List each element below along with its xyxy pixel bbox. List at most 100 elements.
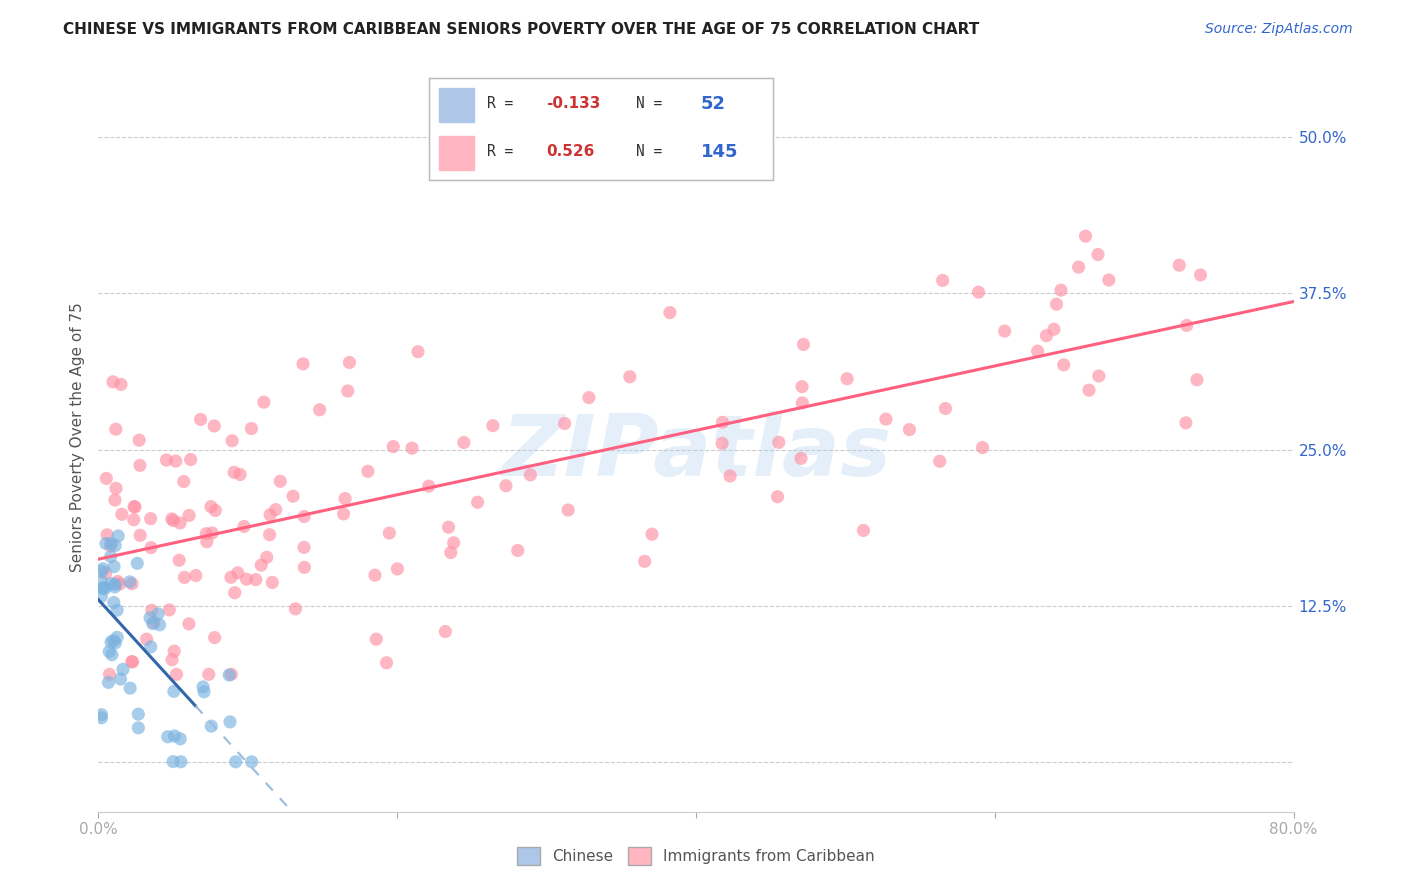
Point: [332, 507, 354, 521]
Bar: [439, 136, 474, 169]
Point: [90, 707, 112, 722]
Point: [160, 512, 183, 526]
Point: [135, 632, 157, 647]
Point: [375, 656, 398, 670]
Point: [96, 471, 118, 485]
Point: [1074, 229, 1097, 244]
Point: [163, 644, 186, 658]
Point: [118, 574, 141, 589]
Point: [898, 423, 921, 437]
Point: [105, 630, 128, 644]
Point: [718, 469, 741, 483]
Point: [711, 436, 734, 450]
Point: [875, 412, 897, 426]
Point: [100, 539, 122, 553]
Text: ZIPatlas: ZIPatlas: [501, 410, 891, 493]
Point: [173, 475, 195, 489]
Point: [281, 489, 304, 503]
Point: [994, 324, 1017, 338]
Point: [1185, 373, 1208, 387]
Point: [240, 755, 263, 769]
Point: [292, 509, 315, 524]
Point: [101, 648, 124, 662]
Point: [121, 576, 143, 591]
Point: [437, 520, 460, 534]
Legend: Chinese, Immigrants from Caribbean: Chinese, Immigrants from Caribbean: [510, 840, 882, 871]
Point: [104, 422, 127, 436]
Point: [169, 516, 191, 530]
Point: [108, 577, 131, 591]
Point: [141, 603, 163, 617]
Point: [1035, 328, 1057, 343]
Point: [128, 433, 150, 447]
Point: [177, 508, 200, 523]
Point: [127, 707, 149, 722]
Point: [139, 541, 162, 555]
Point: [253, 395, 276, 409]
Point: [387, 562, 409, 576]
Point: [634, 554, 657, 568]
Point: [139, 640, 162, 654]
Point: [658, 305, 681, 319]
Point: [96, 528, 118, 542]
Point: [170, 755, 193, 769]
Point: [292, 560, 315, 574]
Point: [225, 755, 247, 769]
Point: [557, 503, 579, 517]
Point: [121, 655, 143, 669]
Point: [204, 631, 226, 645]
Point: [967, 285, 990, 300]
Point: [155, 453, 177, 467]
Point: [418, 479, 440, 493]
Point: [200, 719, 222, 733]
Point: [201, 526, 224, 541]
Point: [90, 711, 112, 725]
Point: [1098, 273, 1121, 287]
Point: [103, 596, 125, 610]
Point: [104, 636, 127, 650]
Point: [122, 500, 145, 514]
Point: [195, 526, 218, 541]
Point: [104, 580, 127, 594]
Point: [1026, 344, 1049, 359]
Point: [91, 562, 114, 576]
Point: [219, 714, 242, 729]
Point: [139, 611, 162, 625]
Point: [928, 454, 950, 468]
Point: [120, 681, 142, 696]
Point: [103, 559, 125, 574]
Point: [195, 534, 218, 549]
Point: [91, 582, 114, 596]
Point: [378, 526, 401, 541]
Point: [357, 464, 380, 478]
Point: [124, 500, 146, 514]
Text: Source: ZipAtlas.com: Source: ZipAtlas.com: [1205, 22, 1353, 37]
Point: [259, 508, 281, 522]
Point: [129, 458, 152, 473]
Point: [127, 557, 149, 571]
Text: R =: R =: [488, 96, 523, 112]
Point: [202, 419, 225, 434]
Point: [506, 543, 529, 558]
Point: [224, 465, 246, 479]
Point: [190, 412, 212, 426]
Point: [103, 633, 125, 648]
Point: [711, 415, 734, 429]
Point: [790, 379, 813, 393]
Point: [111, 508, 134, 522]
Point: [90, 574, 112, 589]
Point: [91, 581, 114, 595]
Y-axis label: Seniors Poverty Over the Age of 75: Seniors Poverty Over the Age of 75: [69, 302, 84, 572]
Point: [852, 524, 875, 538]
Point: [100, 549, 122, 564]
Point: [443, 536, 465, 550]
Point: [191, 680, 214, 694]
Point: [110, 377, 132, 392]
Point: [107, 529, 129, 543]
Point: [167, 553, 190, 567]
Point: [262, 575, 284, 590]
Point: [156, 730, 179, 744]
Point: [224, 586, 246, 600]
Point: [641, 527, 664, 541]
Point: [434, 624, 457, 639]
